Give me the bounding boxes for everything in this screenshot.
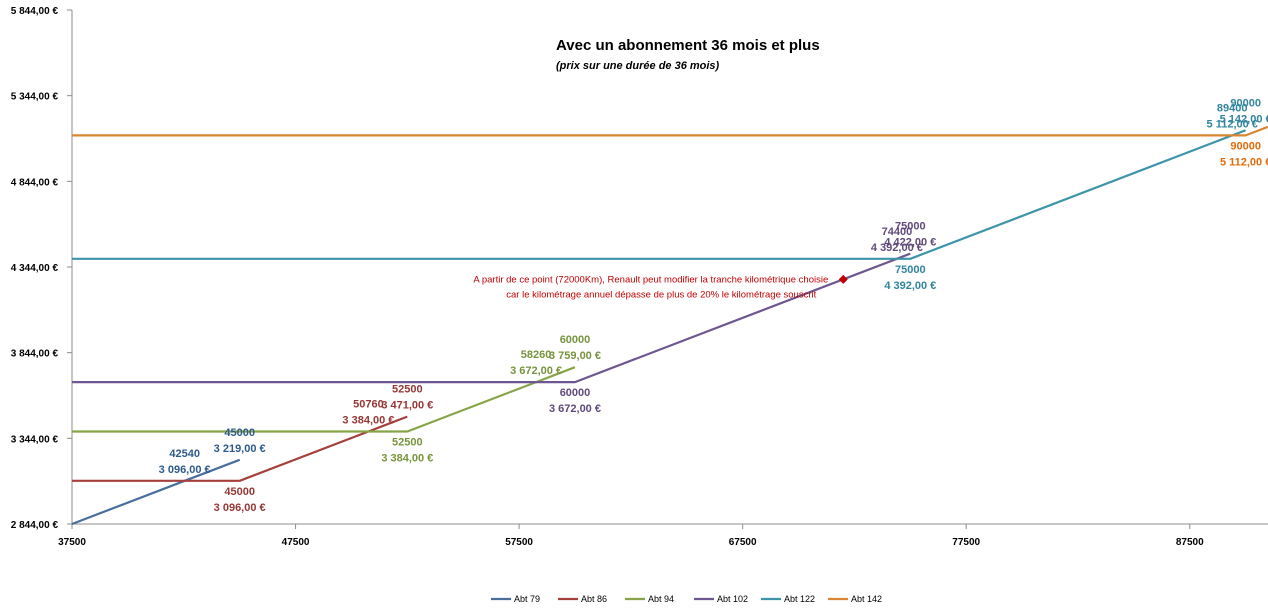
y-tick-label: 5 344,00 € xyxy=(11,92,59,103)
data-label-line: 4 392,00 € xyxy=(871,242,923,254)
data-label-line: 3 672,00 € xyxy=(549,403,601,415)
y-tick-label: 3 344,00 € xyxy=(11,434,59,445)
annotation-note-line: A partir de ce point (72000Km), Renault … xyxy=(473,274,828,285)
annotation-marker xyxy=(838,274,848,284)
data-label-line: 4 392,00 € xyxy=(884,280,936,292)
legend-entry: Abt 86 xyxy=(581,594,607,604)
data-label-line: 90000 xyxy=(1230,97,1261,109)
data-label-line: 4 422,00 € xyxy=(884,237,936,249)
data-label-line: 89400 xyxy=(1217,102,1248,114)
data-label: 50760 3 384,00 € xyxy=(342,398,394,426)
series-line-abt-94 xyxy=(72,366,576,433)
data-label-line: 60000 xyxy=(560,387,591,399)
data-label: 75000 4 392,00 € xyxy=(884,264,936,292)
legend-entry: Abt 94 xyxy=(648,594,674,604)
chart-series xyxy=(71,125,1268,526)
series-line-abt-79 xyxy=(71,458,241,526)
legend-entry: Abt 142 xyxy=(851,594,882,604)
data-label-line: 52500 xyxy=(392,384,423,396)
data-label-line: 3 471,00 € xyxy=(381,400,433,412)
data-label-line: 58260 xyxy=(521,349,552,361)
x-tick-label: 37500 xyxy=(58,537,86,548)
data-label-line: 75000 xyxy=(895,221,926,233)
y-tick-label: 2 844,00 € xyxy=(11,520,59,531)
data-label-line: 74400 xyxy=(882,226,913,238)
chart-legend: Abt 79 Abt 86 Abt 94 Abt 102 Abt 122 Abt 142 xyxy=(491,594,882,604)
data-label-line: 3 759,00 € xyxy=(549,350,601,362)
data-label: 42540 3 096,00 € xyxy=(159,448,211,476)
data-label-line: 3 384,00 € xyxy=(381,452,433,464)
y-tick-label: 4 344,00 € xyxy=(11,263,59,274)
data-label: 74400 4 392,00 € xyxy=(871,226,923,254)
data-label: 58260 3 672,00 € xyxy=(510,349,562,377)
x-tick-label: 47500 xyxy=(282,537,310,548)
legend-entry: Abt 102 xyxy=(717,594,748,604)
legend-entry: Abt 79 xyxy=(514,594,540,604)
x-tick-label: 67500 xyxy=(729,537,757,548)
data-label-line: 90000 xyxy=(1230,140,1261,152)
series-line-abt-142 xyxy=(72,125,1268,137)
data-label: 89400 5 112,00 € xyxy=(1207,102,1258,130)
series-line-abt-102 xyxy=(72,252,911,384)
data-label: 60000 3 672,00 € xyxy=(549,387,601,415)
data-label-line: 3 219,00 € xyxy=(214,443,266,455)
series-line-abt-86 xyxy=(72,415,408,482)
data-label-line: 3 672,00 € xyxy=(510,365,562,377)
data-label-line: 3 384,00 € xyxy=(342,414,394,426)
data-label-line: 60000 xyxy=(560,334,591,346)
annotation-note: A partir de ce point (72000Km), Renault … xyxy=(473,274,828,300)
annotation-note-line: car le kilométrage annuel dépasse de plu… xyxy=(506,289,816,300)
data-label: 90000 5 112,00 € xyxy=(1220,140,1268,168)
data-label: 90000 5 142,00 € xyxy=(1220,97,1268,125)
y-tick-label: 5 844,00 € xyxy=(11,6,59,17)
chart-data-labels: 42540 3 096,00 € 45000 3 219,00 € 45000 3 096… xyxy=(159,97,1268,514)
y-tick-label: 3 844,00 € xyxy=(11,349,59,360)
data-label-line: 3 096,00 € xyxy=(214,502,266,514)
chart-annotation: A partir de ce point (72000Km), Renault … xyxy=(473,274,848,300)
data-label-line: 45000 xyxy=(224,486,255,498)
series-line-abt-122 xyxy=(72,129,1246,260)
data-label-line: 50760 xyxy=(353,398,384,410)
data-label-line: 5 112,00 € xyxy=(1220,156,1268,168)
chart-axes: 2 844,00 € 3 344,00 € 3 844,00 € 4 344,00 €… xyxy=(11,6,1268,548)
chart-title: Avec un abonnement 36 mois et plus xyxy=(556,37,820,54)
data-label: 75000 4 422,00 € xyxy=(884,221,936,249)
data-label: 52500 3 384,00 € xyxy=(381,436,433,464)
x-tick-label: 87500 xyxy=(1176,537,1204,548)
chart-subtitle: (prix sur une durée de 36 mois) xyxy=(556,60,720,72)
data-label-line: 5 142,00 € xyxy=(1220,113,1268,125)
data-label: 45000 3 219,00 € xyxy=(214,427,266,455)
x-tick-label: 57500 xyxy=(505,537,533,548)
data-label: 52500 3 471,00 € xyxy=(381,384,433,412)
data-label: 60000 3 759,00 € xyxy=(549,334,601,362)
y-tick-label: 4 844,00 € xyxy=(11,177,59,188)
data-label-line: 75000 xyxy=(895,264,926,276)
data-label-line: 42540 xyxy=(169,448,200,460)
x-tick-label: 77500 xyxy=(952,537,980,548)
data-label: 45000 3 096,00 € xyxy=(214,486,266,514)
data-label-line: 5 112,00 € xyxy=(1207,118,1258,130)
data-label-line: 3 096,00 € xyxy=(159,464,211,476)
legend-entry: Abt 122 xyxy=(784,594,815,604)
data-label-line: 52500 xyxy=(392,436,423,448)
data-label-line: 45000 xyxy=(224,427,255,439)
